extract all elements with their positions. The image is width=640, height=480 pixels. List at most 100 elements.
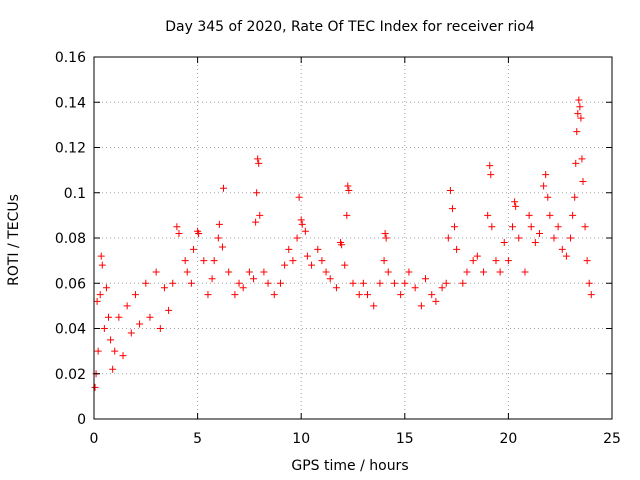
- data-point: [318, 257, 326, 265]
- data-point: [109, 365, 117, 373]
- x-tick-label: 25: [603, 431, 621, 447]
- data-point: [432, 297, 440, 305]
- data-point: [504, 257, 512, 265]
- data-point: [576, 103, 584, 111]
- data-point: [448, 205, 456, 213]
- data-point: [405, 268, 413, 276]
- data-point: [225, 268, 233, 276]
- data-point: [297, 216, 305, 224]
- data-point: [484, 211, 492, 219]
- data-point: [486, 162, 494, 170]
- data-point: [511, 198, 519, 206]
- data-point: [428, 291, 436, 299]
- data-point: [276, 279, 284, 287]
- data-point: [301, 227, 309, 235]
- data-point: [210, 257, 218, 265]
- x-tick-label: 20: [499, 431, 517, 447]
- data-point: [208, 275, 216, 283]
- data-point: [554, 223, 562, 231]
- data-point: [111, 347, 119, 355]
- data-point: [546, 211, 554, 219]
- data-point: [175, 229, 183, 237]
- data-point: [245, 268, 253, 276]
- data-point: [254, 155, 262, 163]
- data-point: [459, 279, 467, 287]
- data-point: [314, 245, 322, 253]
- data-point: [401, 279, 409, 287]
- y-tick-label: 0.04: [55, 322, 86, 338]
- data-point: [581, 223, 589, 231]
- data-point: [487, 171, 495, 179]
- data-point: [255, 159, 263, 167]
- data-point: [214, 234, 222, 242]
- data-point: [332, 284, 340, 292]
- data-point: [91, 383, 99, 391]
- y-tick-label: 0.1: [64, 186, 86, 202]
- data-point: [515, 234, 523, 242]
- data-point: [322, 268, 330, 276]
- data-point: [289, 257, 297, 265]
- data-point: [298, 220, 306, 228]
- data-point: [165, 306, 173, 314]
- data-point: [376, 279, 384, 287]
- data-point: [264, 279, 272, 287]
- data-point: [93, 297, 101, 305]
- data-point: [488, 223, 496, 231]
- data-point: [338, 241, 346, 249]
- data-point: [160, 284, 168, 292]
- data-point: [107, 336, 115, 344]
- data-point: [531, 239, 539, 247]
- data-point: [96, 291, 104, 299]
- data-point: [558, 245, 566, 253]
- data-point: [562, 252, 570, 260]
- data-point: [380, 257, 388, 265]
- data-point: [195, 229, 203, 237]
- data-point: [256, 211, 264, 219]
- x-tick-label: 5: [193, 431, 202, 447]
- data-point: [480, 268, 488, 276]
- data-point: [451, 223, 459, 231]
- data-point: [492, 257, 500, 265]
- data-point: [105, 313, 113, 321]
- data-point: [583, 257, 591, 265]
- data-point: [156, 325, 164, 332]
- data-point: [326, 275, 334, 283]
- data-point: [253, 189, 261, 197]
- data-point: [535, 229, 543, 237]
- data-point: [496, 268, 504, 276]
- data-point: [370, 302, 378, 310]
- data-point: [364, 291, 372, 299]
- data-point: [512, 202, 520, 210]
- data-point: [463, 268, 471, 276]
- data-point: [382, 234, 390, 242]
- data-point: [577, 114, 585, 122]
- data-point: [397, 291, 405, 299]
- data-point: [200, 257, 208, 265]
- x-tick-label: 10: [292, 431, 310, 447]
- data-point: [142, 279, 150, 287]
- y-tick-label: 0.06: [55, 276, 86, 292]
- data-point: [550, 234, 558, 242]
- data-point: [527, 223, 535, 231]
- data-point: [127, 329, 135, 337]
- data-point: [220, 184, 227, 192]
- data-point: [411, 284, 419, 292]
- data-point: [115, 313, 123, 321]
- data-point: [446, 186, 454, 194]
- data-point: [587, 291, 595, 299]
- data-point: [579, 177, 587, 185]
- data-point: [231, 291, 239, 299]
- y-tick-label: 0.16: [55, 50, 86, 66]
- data-point: [572, 159, 580, 167]
- data-point: [131, 291, 139, 299]
- data-point: [355, 291, 363, 299]
- data-point: [500, 239, 508, 247]
- gridlines: [94, 57, 612, 419]
- data-point: [235, 279, 243, 287]
- y-tick-label: 0.14: [55, 95, 86, 111]
- data-point: [349, 279, 357, 287]
- y-tick-label: 0.02: [55, 367, 86, 383]
- data-point: [100, 325, 108, 332]
